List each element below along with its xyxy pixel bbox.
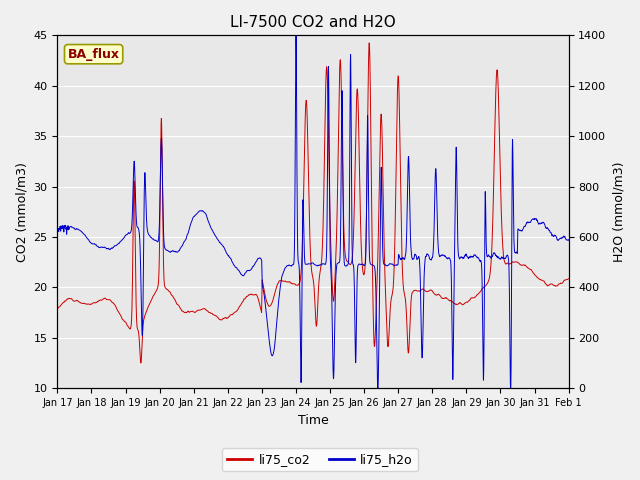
li75_h2o — [456, 254, 464, 260]
li75_h2o — [374, 385, 381, 391]
li75_co2 — [294, 282, 301, 288]
li75_co2 — [54, 306, 61, 312]
li75_co2 — [145, 301, 153, 307]
Y-axis label: H2O (mmol/m3): H2O (mmol/m3) — [612, 162, 625, 262]
li75_h2o — [145, 232, 153, 238]
Line: li75_co2: li75_co2 — [58, 43, 568, 363]
li75_co2 — [564, 276, 572, 282]
li75_h2o — [564, 237, 572, 243]
li75_h2o — [399, 256, 407, 262]
li75_h2o — [564, 238, 572, 243]
li75_h2o — [54, 230, 61, 236]
Legend: li75_co2, li75_h2o: li75_co2, li75_h2o — [222, 448, 418, 471]
li75_h2o — [428, 257, 435, 263]
Y-axis label: CO2 (mmol/m3): CO2 (mmol/m3) — [15, 162, 28, 262]
li75_co2 — [564, 276, 572, 282]
X-axis label: Time: Time — [298, 414, 328, 427]
li75_h2o — [294, 246, 301, 252]
li75_h2o — [292, 33, 300, 38]
li75_co2 — [428, 288, 435, 293]
li75_co2 — [365, 40, 373, 46]
Title: LI-7500 CO2 and H2O: LI-7500 CO2 and H2O — [230, 15, 396, 30]
li75_co2 — [399, 281, 407, 287]
Text: BA_flux: BA_flux — [68, 48, 120, 60]
Line: li75_h2o: li75_h2o — [58, 36, 568, 388]
li75_co2 — [137, 360, 145, 366]
li75_co2 — [456, 300, 464, 306]
